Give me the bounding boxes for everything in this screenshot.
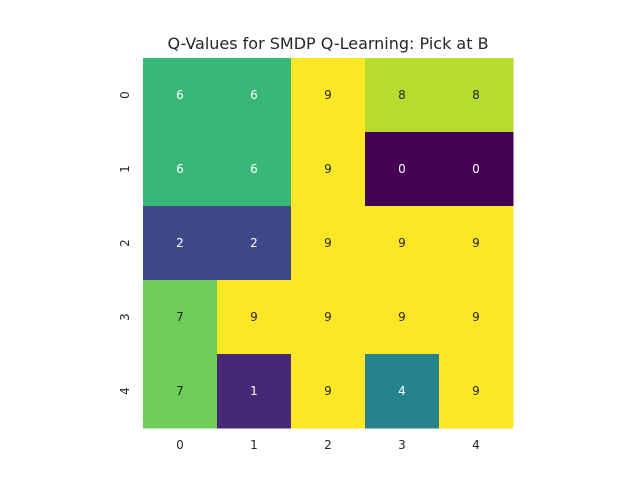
- x-tick-label-1: 1: [250, 438, 258, 452]
- x-tick-label-2: 2: [324, 438, 332, 452]
- heatmap-cell-2-0: [143, 206, 218, 281]
- x-tick-label-3: 3: [398, 438, 406, 452]
- heatmap-cell-4-3: [365, 354, 440, 429]
- heatmap-cell-3-3: [365, 280, 440, 355]
- cell-value-label-0-4: 8: [472, 88, 480, 102]
- cell-value-label-4-2: 9: [324, 384, 332, 398]
- cell-value-label-3-0: 7: [176, 310, 184, 324]
- heatmap-cell-1-2: [291, 132, 366, 207]
- heatmap-cell-1-1: [217, 132, 292, 207]
- x-axis-ticks: 0 1 2 3 4: [176, 438, 480, 452]
- cell-value-label-1-1: 6: [250, 162, 258, 176]
- cell-value-label-0-3: 8: [398, 88, 406, 102]
- cell-value-label-4-4: 9: [472, 384, 480, 398]
- y-tick-label-2: 2: [118, 239, 132, 247]
- heatmap-cell-4-1: [217, 354, 292, 429]
- heatmap-cell-4-2: [291, 354, 366, 429]
- x-tick-label-0: 0: [176, 438, 184, 452]
- heatmap-cell-0-1: [217, 58, 292, 133]
- heatmap-cell-1-3: [365, 132, 440, 207]
- heatmap-cells: [143, 58, 514, 429]
- cell-value-label-2-3: 9: [398, 236, 406, 250]
- cell-value-label-1-4: 0: [472, 162, 480, 176]
- cell-value-label-2-4: 9: [472, 236, 480, 250]
- cell-value-label-1-0: 6: [176, 162, 184, 176]
- cell-value-label-3-4: 9: [472, 310, 480, 324]
- y-tick-label-0: 0: [118, 91, 132, 99]
- cell-value-label-2-1: 2: [250, 236, 258, 250]
- cell-value-label-3-1: 9: [250, 310, 258, 324]
- heatmap-cell-3-0: [143, 280, 218, 355]
- cell-value-label-3-2: 9: [324, 310, 332, 324]
- cell-value-label-4-1: 1: [250, 384, 258, 398]
- x-tick-label-4: 4: [472, 438, 480, 452]
- chart-title: Q-Values for SMDP Q-Learning: Pick at B: [167, 34, 488, 53]
- heatmap-cell-3-4: [439, 280, 514, 355]
- cell-value-label-3-3: 9: [398, 310, 406, 324]
- heatmap-cell-3-2: [291, 280, 366, 355]
- heatmap-cell-0-3: [365, 58, 440, 133]
- cell-value-label-0-0: 6: [176, 88, 184, 102]
- y-tick-label-4: 4: [118, 387, 132, 395]
- heatmap-cell-2-2: [291, 206, 366, 281]
- cell-value-label-2-2: 9: [324, 236, 332, 250]
- cell-value-label-1-2: 9: [324, 162, 332, 176]
- heatmap-cell-0-2: [291, 58, 366, 133]
- cell-value-label-2-0: 2: [176, 236, 184, 250]
- cell-value-label-4-0: 7: [176, 384, 184, 398]
- heatmap-cell-4-4: [439, 354, 514, 429]
- heatmap-cell-3-1: [217, 280, 292, 355]
- y-axis-ticks: 0 1 2 3 4: [118, 91, 132, 395]
- heatmap-cell-1-0: [143, 132, 218, 207]
- y-tick-label-3: 3: [118, 313, 132, 321]
- cell-value-label-0-2: 9: [324, 88, 332, 102]
- cell-value-label-0-1: 6: [250, 88, 258, 102]
- heatmap-cell-1-4: [439, 132, 514, 207]
- heatmap-cell-2-3: [365, 206, 440, 281]
- y-tick-label-1: 1: [118, 165, 132, 173]
- cell-value-label-1-3: 0: [398, 162, 406, 176]
- heatmap-cell-0-0: [143, 58, 218, 133]
- heatmap-cell-labels: 6 6 9 8 8 6 6 9 0 0 2 2 9 9 9 7 9 9 9 9 7 1 9 4 9: [176, 88, 480, 398]
- cell-value-label-4-3: 4: [398, 384, 406, 398]
- heatmap-cell-0-4: [439, 58, 514, 133]
- heatmap-cell-2-4: [439, 206, 514, 281]
- heatmap-cell-4-0: [143, 354, 218, 429]
- heatmap-cell-2-1: [217, 206, 292, 281]
